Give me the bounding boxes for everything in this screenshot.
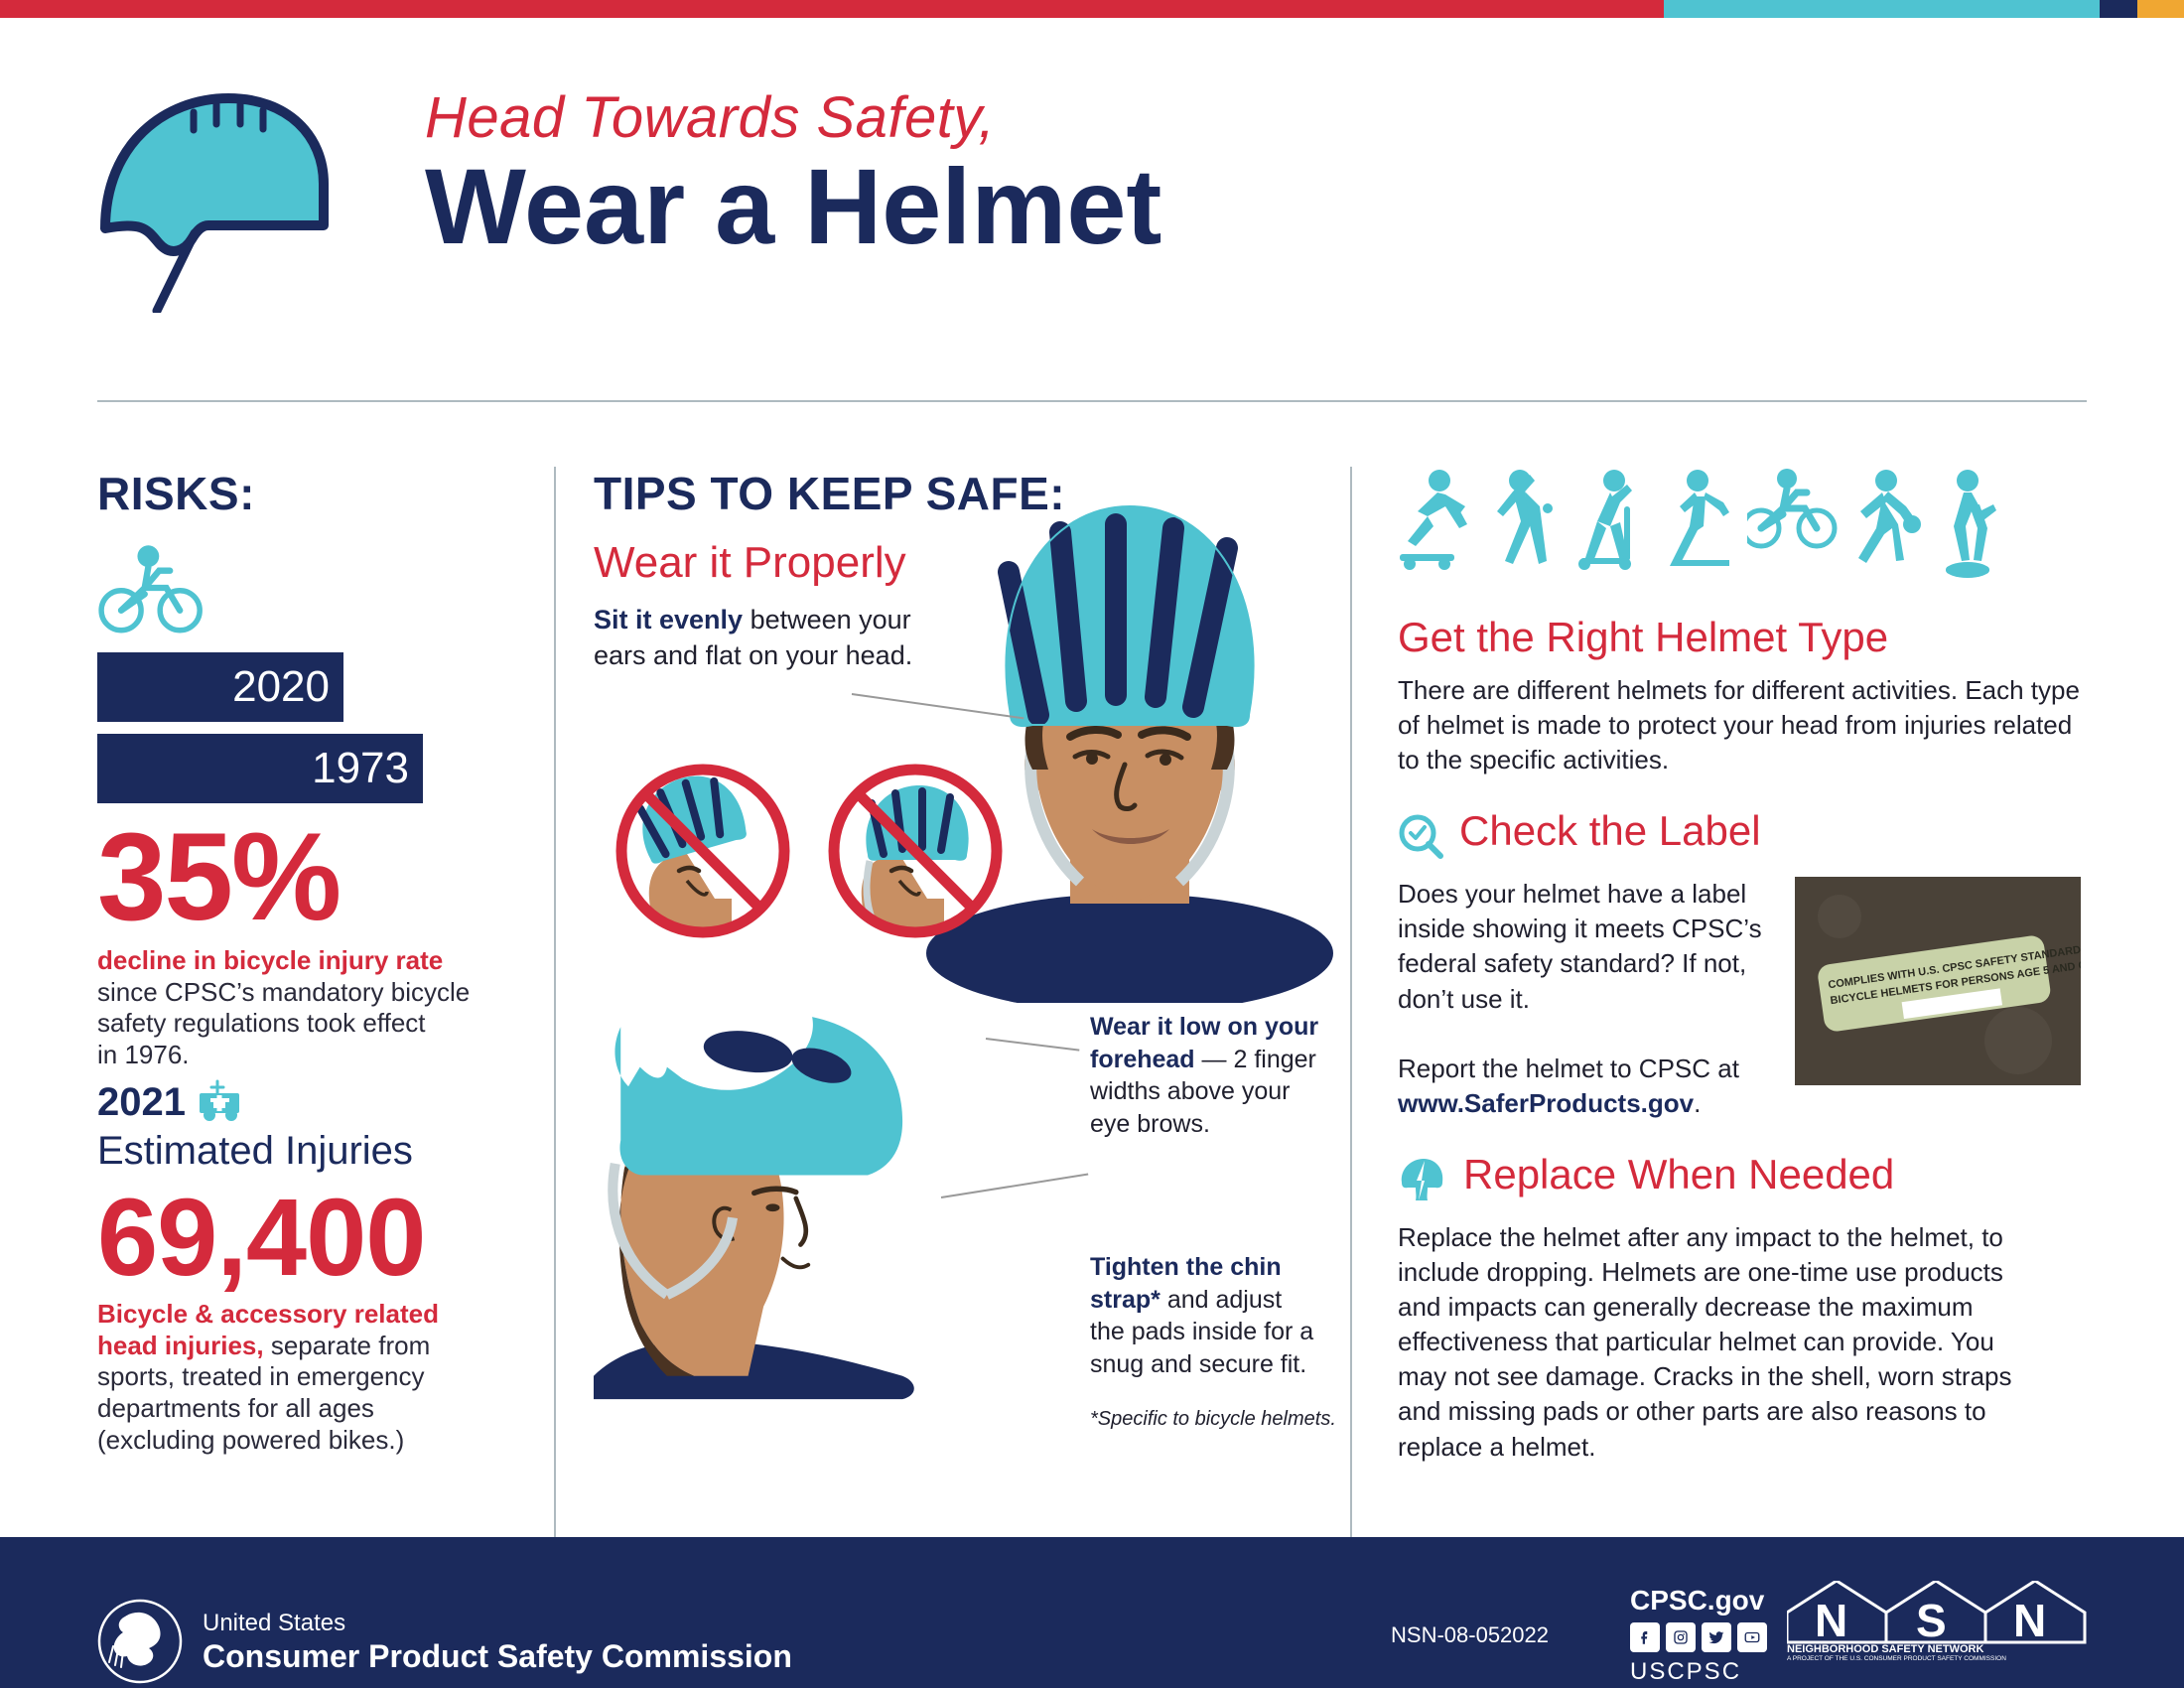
svg-text:A PROJECT OF THE U.S. CONSUMER: A PROJECT OF THE U.S. CONSUMER PRODUCT S… <box>1787 1655 2006 1660</box>
svg-text:S: S <box>1916 1595 1947 1646</box>
svg-text:NEIGHBORHOOD SAFETY NETWORK: NEIGHBORHOOD SAFETY NETWORK <box>1787 1643 1983 1655</box>
svg-text:N: N <box>1815 1595 1847 1646</box>
svg-text:N: N <box>2013 1595 2046 1646</box>
